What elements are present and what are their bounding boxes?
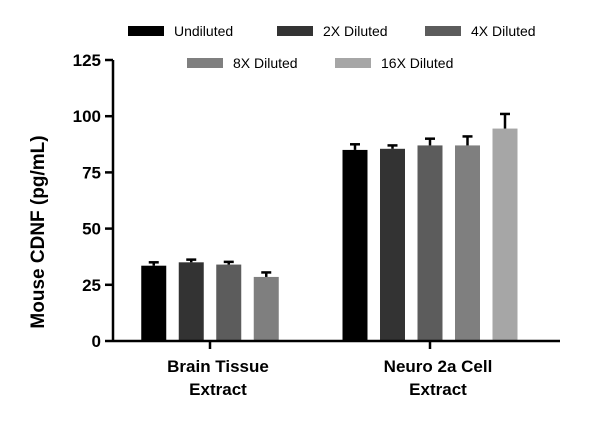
y-tick-label: 25	[82, 276, 101, 295]
x-tick-label: Neuro 2a Cell	[384, 357, 493, 376]
x-tick-label: Extract	[409, 380, 467, 399]
bar	[342, 149, 368, 341]
y-tick-label: 100	[73, 107, 101, 126]
bar	[417, 145, 443, 341]
x-tick-label: Extract	[189, 380, 247, 399]
bar	[178, 262, 204, 341]
bar	[141, 265, 167, 341]
y-tick-label: 125	[73, 51, 101, 70]
bar	[492, 128, 518, 341]
legend-label: 2X Diluted	[323, 23, 388, 39]
x-tick-label: Brain Tissue	[167, 357, 269, 376]
legend-swatch	[277, 26, 313, 36]
legend-label: Undiluted	[174, 23, 233, 39]
legend-swatch	[187, 58, 223, 68]
legend-label: 16X Diluted	[381, 55, 453, 71]
bar	[380, 148, 405, 341]
y-axis-title: Mouse CDNF (pg/mL)	[28, 135, 49, 328]
bar	[455, 145, 480, 341]
legend: Undiluted 2X Diluted 4X Diluted 8X Diluted 1…	[128, 23, 536, 71]
bar	[216, 264, 242, 341]
legend-swatch	[425, 26, 461, 36]
y-tick-label: 0	[92, 332, 101, 351]
legend-swatch	[335, 58, 371, 68]
legend-label: 8X Diluted	[233, 55, 298, 71]
legend-label: 4X Diluted	[471, 23, 536, 39]
bar	[253, 276, 279, 341]
bars	[141, 112, 518, 341]
legend-swatch	[128, 26, 164, 36]
axes: 0 25 50 75 100 125 Brain Tissue Extract Neuro 2a…	[73, 51, 560, 399]
y-tick-label: 50	[82, 220, 101, 239]
y-tick-label: 75	[82, 163, 101, 182]
